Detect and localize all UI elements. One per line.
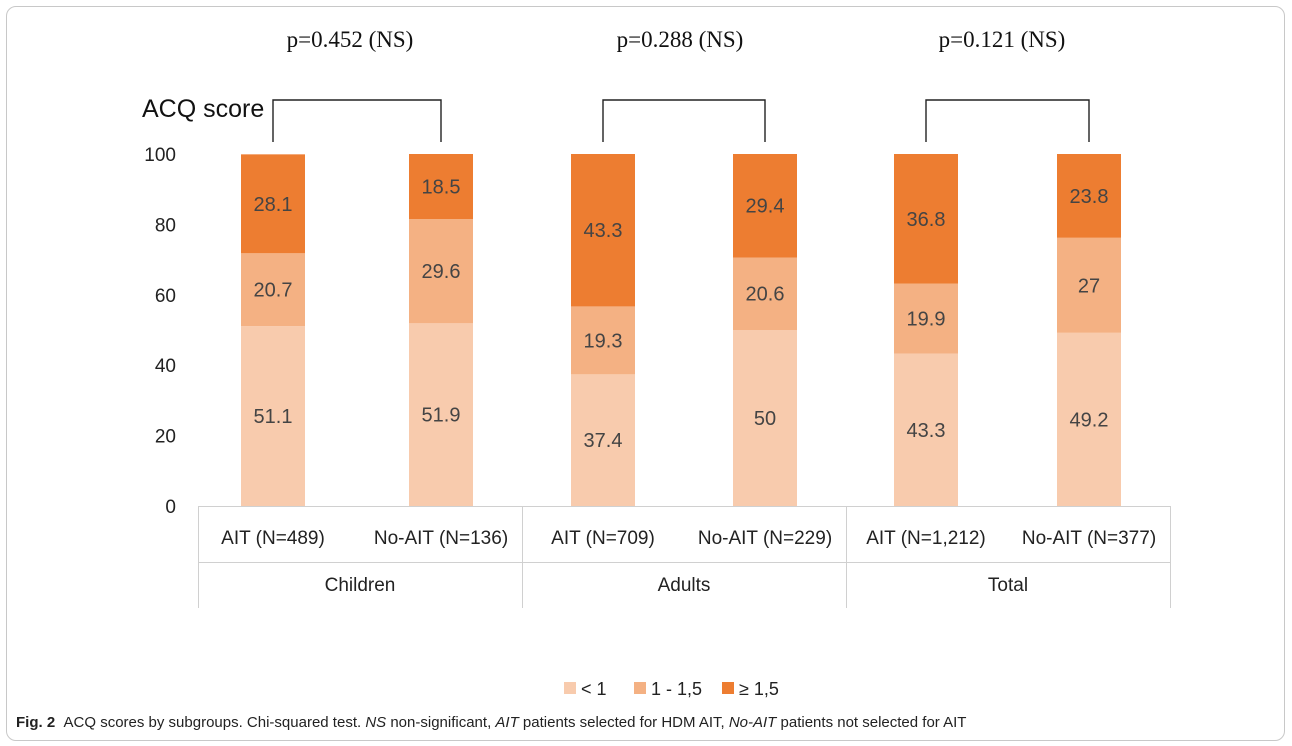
bar-segment: [1057, 154, 1121, 238]
comparison-bracket: [602, 99, 766, 142]
legend-swatch: [564, 682, 576, 694]
bar-segment: [733, 257, 797, 330]
bar-segment: [409, 219, 473, 324]
data-label: 19.3: [584, 330, 623, 352]
data-label: 51.9: [422, 405, 461, 427]
category-label: AIT (N=489): [221, 528, 325, 549]
group-label: Adults: [658, 575, 711, 596]
data-label: 20.6: [746, 284, 785, 306]
comparison-bracket: [925, 99, 1090, 142]
bar-segment: [1057, 237, 1121, 333]
p-value-label: p=0.452 (NS): [287, 27, 414, 52]
bar-segment: [409, 154, 473, 220]
bar-segment: [733, 154, 797, 258]
legend-label: < 1: [581, 679, 607, 699]
data-label: 36.8: [907, 209, 946, 231]
x-axis: AIT (N=489) No-AIT (N=136) AIT (N=709) No-A…: [198, 506, 1171, 608]
caption-text-3: patients selected for HDM AIT,: [518, 714, 729, 731]
caption-ns: NS: [365, 714, 387, 731]
comparison-bracket: [272, 99, 442, 142]
data-label: 50: [754, 408, 776, 430]
caption-ait: AIT: [495, 714, 519, 731]
bar-segment: [1057, 332, 1121, 506]
caption-noait: No-AIT: [728, 714, 777, 731]
legend-swatch: [634, 682, 646, 694]
bar-segment: [241, 326, 305, 506]
y-tick-label: 0: [165, 497, 176, 518]
data-label: 49.2: [1070, 409, 1109, 431]
bar-segment: [733, 330, 797, 506]
group-label: Children: [325, 575, 396, 596]
bar-segment: [409, 323, 473, 506]
data-label: 19.9: [907, 309, 946, 331]
bar-segment: [571, 374, 635, 506]
category-label: No-AIT (N=136): [374, 528, 508, 549]
bar-segment: [571, 154, 635, 307]
data-label: 43.3: [907, 420, 946, 442]
y-axis: 0 20 40 60 80 100: [144, 145, 176, 518]
legend-swatch: [722, 682, 734, 694]
comparison-brackets: p=0.452 (NS) p=0.288 (NS) p=0.121 (NS): [272, 27, 1090, 142]
caption-text-1: ACQ scores by subgroups. Chi-squared tes…: [63, 714, 366, 731]
data-label: 23.8: [1070, 186, 1109, 208]
y-tick-label: 40: [155, 356, 176, 377]
legend-label: ≥ 1,5: [739, 679, 779, 699]
data-label: 29.6: [422, 261, 461, 283]
caption-text-2: non-significant,: [386, 714, 496, 731]
data-label: 43.3: [584, 220, 623, 242]
stacked-bar-chart: 0 20 40 60 80 100 51.1 20.7 28.1 51.9 29.6 18.5 37.…: [142, 27, 1171, 699]
bar-segment: [241, 253, 305, 327]
y-tick-label: 80: [155, 215, 176, 236]
bars: 51.1 20.7 28.1 51.9 29.6 18.5 37.4 19.3 43.3 50 20…: [241, 154, 1121, 506]
data-label: 27: [1078, 275, 1100, 297]
legend: < 1 1 - 1,5 ≥ 1,5: [564, 679, 779, 699]
caption-text-4: patients not selected for AIT: [776, 714, 967, 731]
data-label: 28.1: [254, 194, 293, 216]
data-label: 37.4: [584, 430, 623, 452]
figure-caption: Fig. 2 ACQ scores by subgroups. Chi-squa…: [16, 714, 966, 731]
group-label: Total: [988, 575, 1028, 596]
data-label: 51.1: [254, 406, 293, 428]
p-value-label: p=0.121 (NS): [939, 27, 1066, 52]
category-label: No-AIT (N=229): [698, 528, 832, 549]
legend-label: 1 - 1,5: [651, 679, 702, 699]
y-tick-label: 20: [155, 427, 176, 448]
bar-segment: [894, 154, 958, 284]
caption-fig-label: Fig. 2: [16, 714, 56, 731]
y-axis-label: ACQ score: [142, 95, 264, 123]
category-label: AIT (N=709): [551, 528, 655, 549]
bar-segment: [894, 353, 958, 506]
category-label: AIT (N=1,212): [866, 528, 986, 549]
data-label: 18.5: [422, 177, 461, 199]
y-tick-label: 100: [144, 145, 176, 166]
y-tick-label: 60: [155, 286, 176, 307]
data-label: 20.7: [254, 280, 293, 302]
p-value-label: p=0.288 (NS): [617, 27, 744, 52]
data-label: 29.4: [746, 196, 785, 218]
bar-segment: [894, 283, 958, 354]
category-label: No-AIT (N=377): [1022, 528, 1156, 549]
bar-segment: [241, 154, 305, 254]
bar-segment: [571, 306, 635, 375]
